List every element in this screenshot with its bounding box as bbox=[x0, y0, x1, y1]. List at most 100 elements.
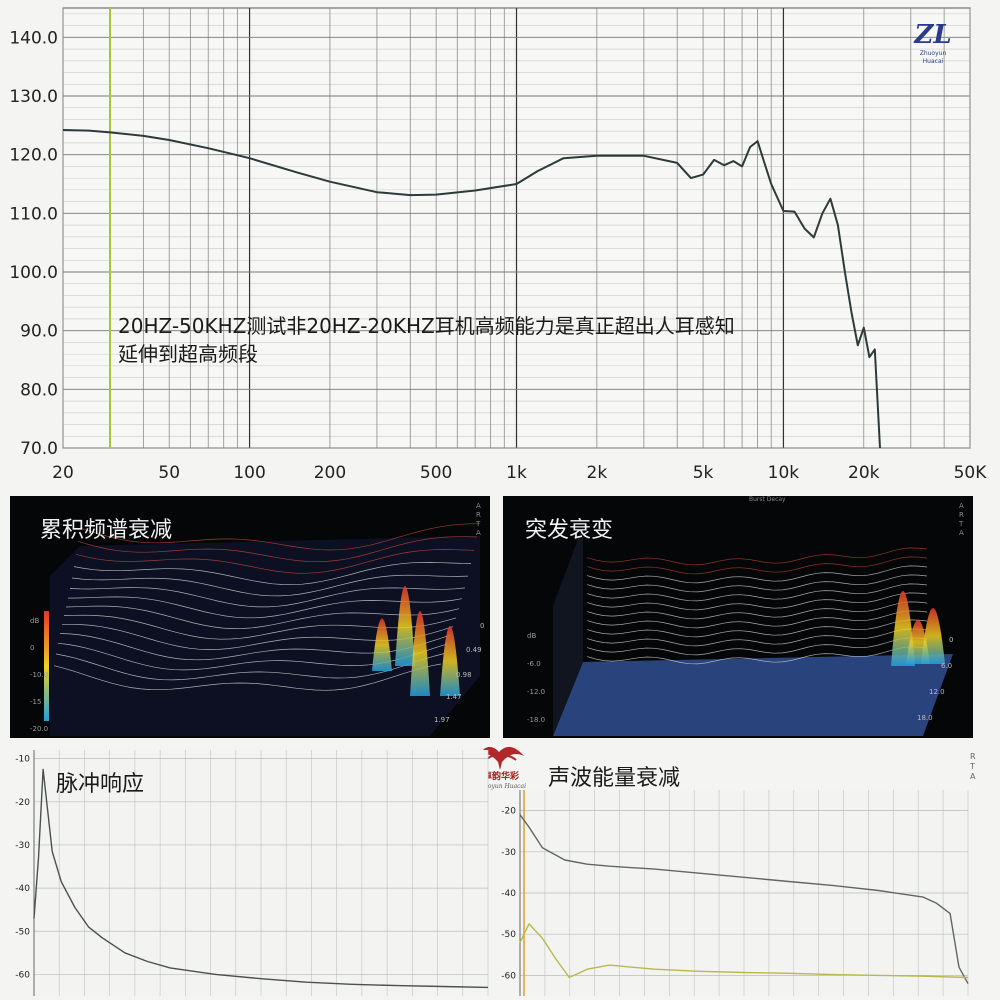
small-y-tick: -20 bbox=[15, 798, 30, 808]
burst-decay-plot bbox=[553, 526, 953, 736]
burst-top-label: Burst Decay bbox=[749, 496, 786, 503]
burst-left-tick: dB bbox=[527, 632, 537, 640]
waterfall-peak bbox=[372, 618, 392, 671]
series-line bbox=[519, 923, 969, 979]
x-tick-label: 1k bbox=[506, 463, 527, 483]
burst-right-tick: 6.0 bbox=[941, 662, 953, 670]
y-tick-label: 110.0 bbox=[9, 204, 58, 224]
frequency-response-line bbox=[62, 129, 881, 449]
waterfall-trace bbox=[69, 587, 466, 608]
brand-logo-name: 卓韵华彩 bbox=[482, 772, 519, 782]
burst-trace bbox=[586, 628, 928, 647]
burst-trace bbox=[586, 556, 928, 575]
waterfall-trace bbox=[73, 562, 472, 586]
waterfall-right-tick: 0.49 bbox=[466, 646, 482, 654]
waterfall-left-tick: -10.0 bbox=[30, 671, 49, 679]
annotation-line-2: 延伸到超高频段 bbox=[118, 342, 258, 366]
energy-decay-chart: -20 -30 -40 -50 -60 bbox=[501, 790, 969, 996]
waterfall-left-tick: 0 bbox=[30, 644, 35, 652]
small-y-tick: -20 bbox=[501, 807, 516, 817]
x-tick-label: 5k bbox=[693, 463, 714, 483]
x-tick-label: 2k bbox=[587, 463, 608, 483]
burst-trace bbox=[586, 619, 928, 638]
waterfall-trace bbox=[55, 653, 445, 681]
waterfall-left-ticks: dB 0 -10.0 -15 -20.0 bbox=[30, 608, 48, 738]
burst-trace bbox=[586, 592, 928, 611]
burst-trace bbox=[586, 637, 928, 656]
waterfall-trace bbox=[79, 523, 481, 551]
small-y-tick: -30 bbox=[501, 848, 516, 858]
waterfall-right-tick: 1.47 bbox=[446, 693, 462, 701]
waterfall-left-tick: -20.0 bbox=[30, 725, 49, 733]
burst-left-tick: -6.0 bbox=[527, 660, 541, 668]
zl-logo: ZL Zhuoyun Huacai bbox=[910, 20, 956, 65]
burst-trace bbox=[586, 601, 928, 620]
small-y-tick: -50 bbox=[501, 930, 516, 940]
burst-right-tick: 18.0 bbox=[917, 714, 933, 722]
waterfall-floor bbox=[50, 536, 480, 736]
burst-trace bbox=[586, 565, 928, 584]
y-tick-label: 90.0 bbox=[20, 322, 58, 342]
series-line bbox=[519, 814, 969, 984]
x-tick-label: 500 bbox=[420, 463, 452, 483]
small-y-tick: -40 bbox=[15, 884, 30, 894]
small-y-tick: -60 bbox=[15, 970, 30, 980]
energy-side-label: RTA bbox=[970, 752, 976, 781]
burst-right-tick: 12.0 bbox=[929, 688, 945, 696]
burst-peak bbox=[906, 620, 930, 664]
series-line bbox=[33, 768, 489, 989]
zl-logo-text: ZL bbox=[914, 20, 952, 50]
burst-left-tick: -18.0 bbox=[527, 716, 546, 724]
waterfall-right-tick: 0 bbox=[480, 622, 485, 630]
impulse-response-chart: -10 -20 -30 -40 -50 -60 bbox=[15, 750, 489, 996]
burst-trace bbox=[586, 646, 928, 665]
small-y-tick: -60 bbox=[501, 971, 516, 981]
small-y-tick: -40 bbox=[501, 889, 516, 899]
burst-trace bbox=[586, 574, 928, 593]
waterfall-left-tick: -15 bbox=[30, 698, 42, 706]
burst-floor bbox=[553, 654, 953, 736]
waterfall-colorbar bbox=[44, 611, 49, 721]
y-tick-label: 100.0 bbox=[9, 263, 58, 283]
waterfall-trace bbox=[75, 549, 475, 574]
waterfall-plot bbox=[44, 523, 481, 736]
waterfall-trace bbox=[53, 663, 442, 691]
brand-logo-mark bbox=[478, 746, 524, 770]
burst-left-ticks: dB -6.0 -12.0 -18.0 bbox=[527, 622, 545, 734]
waterfall-right-tick: 1.97 bbox=[434, 716, 450, 724]
waterfall-title: 累积频谱衰减 bbox=[40, 518, 173, 543]
brand-logo: 卓韵华彩 Zhuoyun Huacai bbox=[466, 738, 536, 794]
zl-logo-sub: Zhuoyun Huacai bbox=[919, 50, 947, 65]
impulse-title: 脉冲响应 bbox=[56, 772, 145, 797]
waterfall-right-tick: 0.98 bbox=[456, 671, 472, 679]
waterfall-trace bbox=[77, 536, 478, 563]
x-tick-label: 20 bbox=[52, 463, 74, 483]
waterfall-trace bbox=[67, 596, 463, 619]
x-tick-label: 50K bbox=[954, 463, 988, 483]
energy-title: 声波能量衰减 bbox=[548, 766, 681, 791]
burst-right-tick: 0 bbox=[949, 636, 954, 644]
x-tick-label: 50 bbox=[158, 463, 180, 483]
waterfall-trace bbox=[65, 605, 460, 629]
waterfall-panel: 累积频谱衰减 ARTA dB 0 -10.0 -15 -20.0 0 0.49 … bbox=[10, 496, 490, 738]
small-y-tick: -50 bbox=[15, 927, 30, 937]
frequency-response-chart: 70.0 80.0 90.0 100.0 110.0 120.0 130.0 140.0 20 5… bbox=[9, 7, 988, 483]
burst-wall bbox=[553, 526, 583, 736]
burst-title: 突发衰变 bbox=[525, 518, 614, 543]
waterfall-left-tick: dB bbox=[30, 617, 40, 625]
waterfall-side-label: ARTA bbox=[476, 502, 481, 537]
y-tick-label: 80.0 bbox=[20, 380, 58, 400]
y-tick-label: 140.0 bbox=[9, 28, 58, 48]
x-tick-label: 10k bbox=[768, 463, 800, 483]
burst-trace bbox=[586, 547, 928, 566]
x-tick-label: 200 bbox=[314, 463, 346, 483]
y-tick-label: 70.0 bbox=[20, 439, 58, 459]
burst-trace bbox=[586, 610, 928, 629]
small-y-tick: -10 bbox=[15, 755, 30, 765]
small-y-tick: -30 bbox=[15, 841, 30, 851]
y-tick-label: 130.0 bbox=[9, 87, 58, 107]
x-tick-label: 100 bbox=[233, 463, 265, 483]
burst-left-tick: -12.0 bbox=[527, 688, 546, 696]
burst-trace bbox=[586, 583, 928, 602]
burst-decay-panel: Burst Decay 突发衰变 ARTA dB -6.0 -12.0 -18.… bbox=[503, 496, 973, 738]
